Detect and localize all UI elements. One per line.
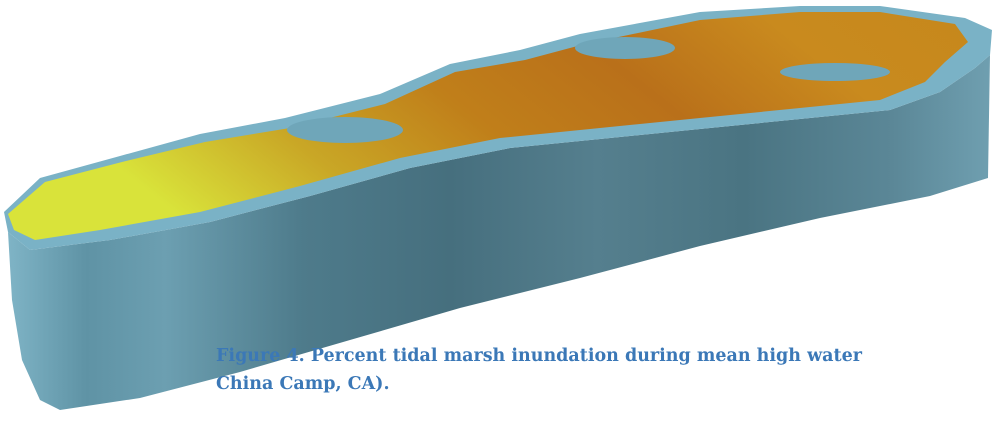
pond [287, 117, 403, 143]
pond [575, 37, 675, 59]
pond [780, 63, 890, 81]
caption-line: Figure 4. Percent tidal marsh inundation… [216, 346, 863, 366]
caption-line: China Camp, CA). [216, 374, 390, 394]
figure: Figure 4. Percent tidal marsh inundation… [0, 0, 993, 425]
page: Figure 4. Percent tidal marsh inundation… [0, 0, 993, 425]
